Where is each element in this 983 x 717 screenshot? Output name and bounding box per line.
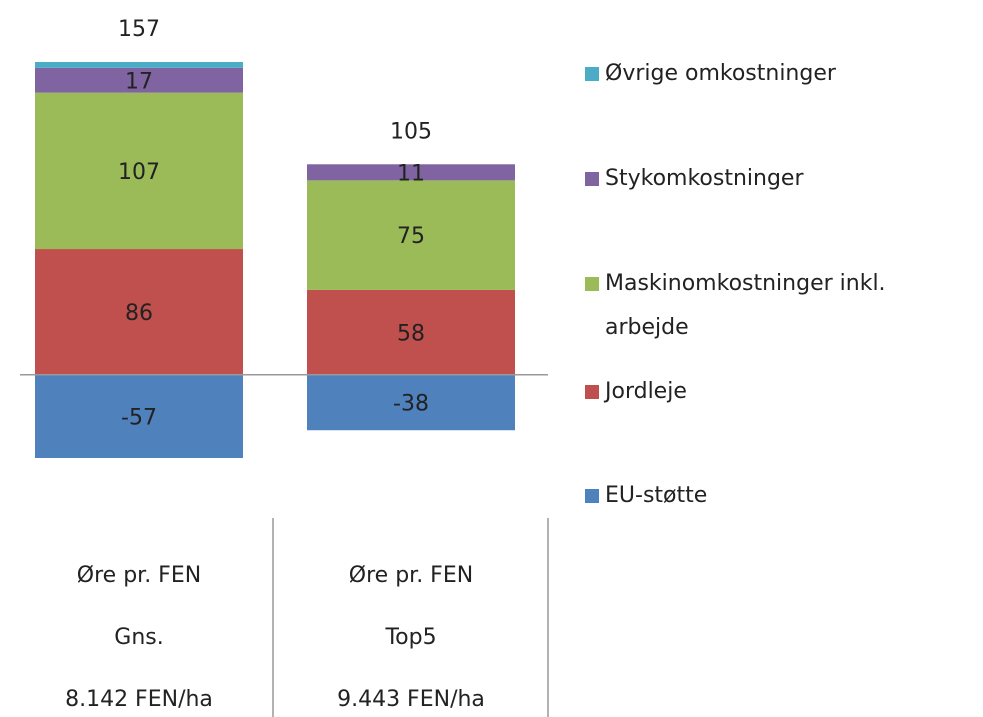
data-label: 58 — [397, 321, 425, 346]
legend-item: Øvrige omkostninger — [580, 52, 980, 96]
x-tick-label: Top5 — [384, 625, 436, 650]
data-label: 107 — [118, 160, 160, 185]
data-label: -57 — [121, 405, 157, 430]
bar-segment — [307, 164, 515, 181]
data-label: 75 — [397, 224, 425, 249]
legend-label: EU-støtte — [605, 483, 708, 508]
data-label: -38 — [393, 391, 429, 416]
x-tick-label: Øre pr. FEN — [77, 563, 201, 588]
data-label: 86 — [125, 301, 153, 326]
total-label: 105 — [390, 119, 432, 144]
bar-segment — [35, 374, 243, 458]
x-tick-label: 8.142 FEN/ha — [65, 687, 213, 712]
legend-label: Stykomkostninger — [605, 166, 804, 191]
legend-swatch — [585, 67, 599, 81]
legend-item: Jordleje — [580, 370, 980, 414]
legend-swatch — [585, 277, 599, 291]
x-tick-label: Øre pr. FEN — [349, 563, 473, 588]
bar-segment — [307, 289, 515, 375]
legend-swatch — [585, 489, 599, 503]
bar-segment — [35, 92, 243, 250]
total-label: 157 — [118, 17, 160, 42]
bar-segment — [35, 67, 243, 93]
legend-swatch — [585, 172, 599, 186]
legend-swatch — [585, 385, 599, 399]
bar-segment — [35, 62, 243, 68]
bar-segment — [307, 180, 515, 290]
legend-label: Øvrige omkostninger — [605, 61, 836, 86]
bar-segment — [307, 374, 515, 431]
x-tick-label: Gns. — [114, 625, 163, 650]
data-label: 17 — [125, 69, 153, 94]
legend-label: Jordleje — [605, 379, 687, 404]
bar-segment — [35, 249, 243, 375]
legend-label: Maskinomkostninger inkl. arbejde — [605, 271, 886, 340]
legend-item: EU-støtte — [580, 474, 980, 518]
x-tick-label: 9.443 FEN/ha — [337, 687, 485, 712]
data-label: 11 — [397, 161, 425, 186]
legend-item: Maskinomkostninger inkl. arbejde — [580, 262, 980, 350]
legend-item: Stykomkostninger — [580, 157, 980, 201]
